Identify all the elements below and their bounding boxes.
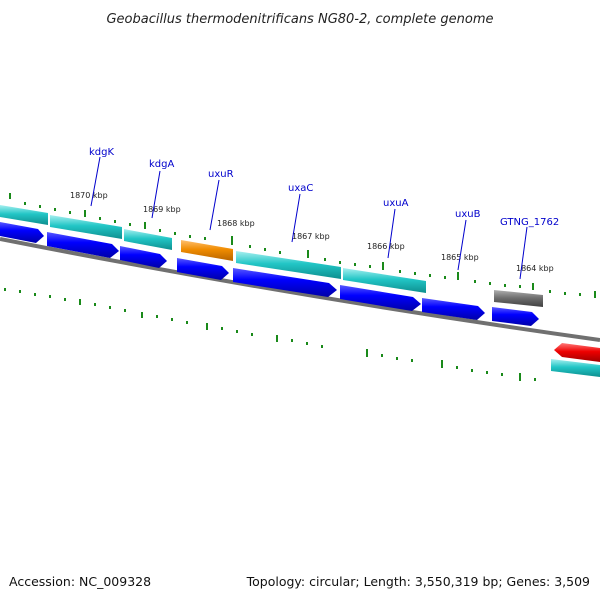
feature-bar: [0, 205, 48, 225]
feature-bar-GTNG_1762: [494, 290, 543, 307]
cds-track: [0, 222, 600, 362]
cds-arrow: [492, 307, 539, 326]
accession-label: Accession: NC_009328: [9, 574, 151, 589]
feature-bar: [551, 359, 600, 377]
kbp-label: 1868 kbp: [217, 219, 255, 228]
topology-summary: Topology: circular; Length: 3,550,319 bp…: [246, 574, 590, 589]
gene-label-uxuR[interactable]: uxuR: [208, 169, 234, 180]
feature-bar: [343, 268, 426, 293]
gene-leader-line: [457, 219, 467, 271]
kbp-label: 1869 kbp: [143, 205, 181, 214]
cds-arrow: [422, 298, 485, 320]
cds-arrow: [0, 222, 44, 243]
genome-backbone: [0, 237, 600, 342]
gene-leader-line: [209, 179, 220, 231]
gene-label-uxuA[interactable]: uxuA: [383, 198, 409, 209]
gene-labels: kdgK kdgA uxuR uxaC uxuA uxuB GTNG_1762: [89, 147, 559, 280]
cds-arrow: [177, 258, 229, 280]
gene-leader-line: [291, 193, 301, 243]
upper-ruler: [9, 193, 596, 298]
feature-track: [0, 205, 600, 377]
kbp-label: 1870 kbp: [70, 191, 108, 200]
feature-bar: [236, 251, 341, 279]
feature-bar: [50, 215, 122, 239]
lower-ruler: [4, 288, 536, 381]
gene-label-uxuB[interactable]: uxuB: [455, 209, 481, 220]
cds-arrow: [120, 246, 167, 268]
gene-leader-line: [90, 156, 101, 207]
kbp-label: 1864 kbp: [516, 264, 554, 273]
kbp-label: 1867 kbp: [292, 232, 330, 241]
feature-bar-uxuR: [181, 240, 233, 261]
cds-arrow: [554, 343, 600, 362]
cds-arrow: [340, 285, 421, 311]
gene-label-kdgK[interactable]: kdgK: [89, 147, 114, 158]
gene-leader-line: [151, 170, 161, 219]
gene-label-GTNG_1762[interactable]: GTNG_1762: [500, 217, 559, 228]
cds-arrow: [47, 232, 119, 258]
gene-label-uxaC[interactable]: uxaC: [288, 183, 313, 194]
gene-leader-line: [519, 226, 528, 280]
feature-bar: [124, 229, 172, 250]
gene-label-kdgA[interactable]: kdgA: [149, 159, 174, 170]
gene-leader-line: [387, 208, 396, 259]
cds-arrow: [233, 268, 337, 297]
map-title: Geobacillus thermodenitrificans NG80-2, …: [106, 12, 493, 27]
kbp-label: 1866 kbp: [367, 242, 405, 251]
